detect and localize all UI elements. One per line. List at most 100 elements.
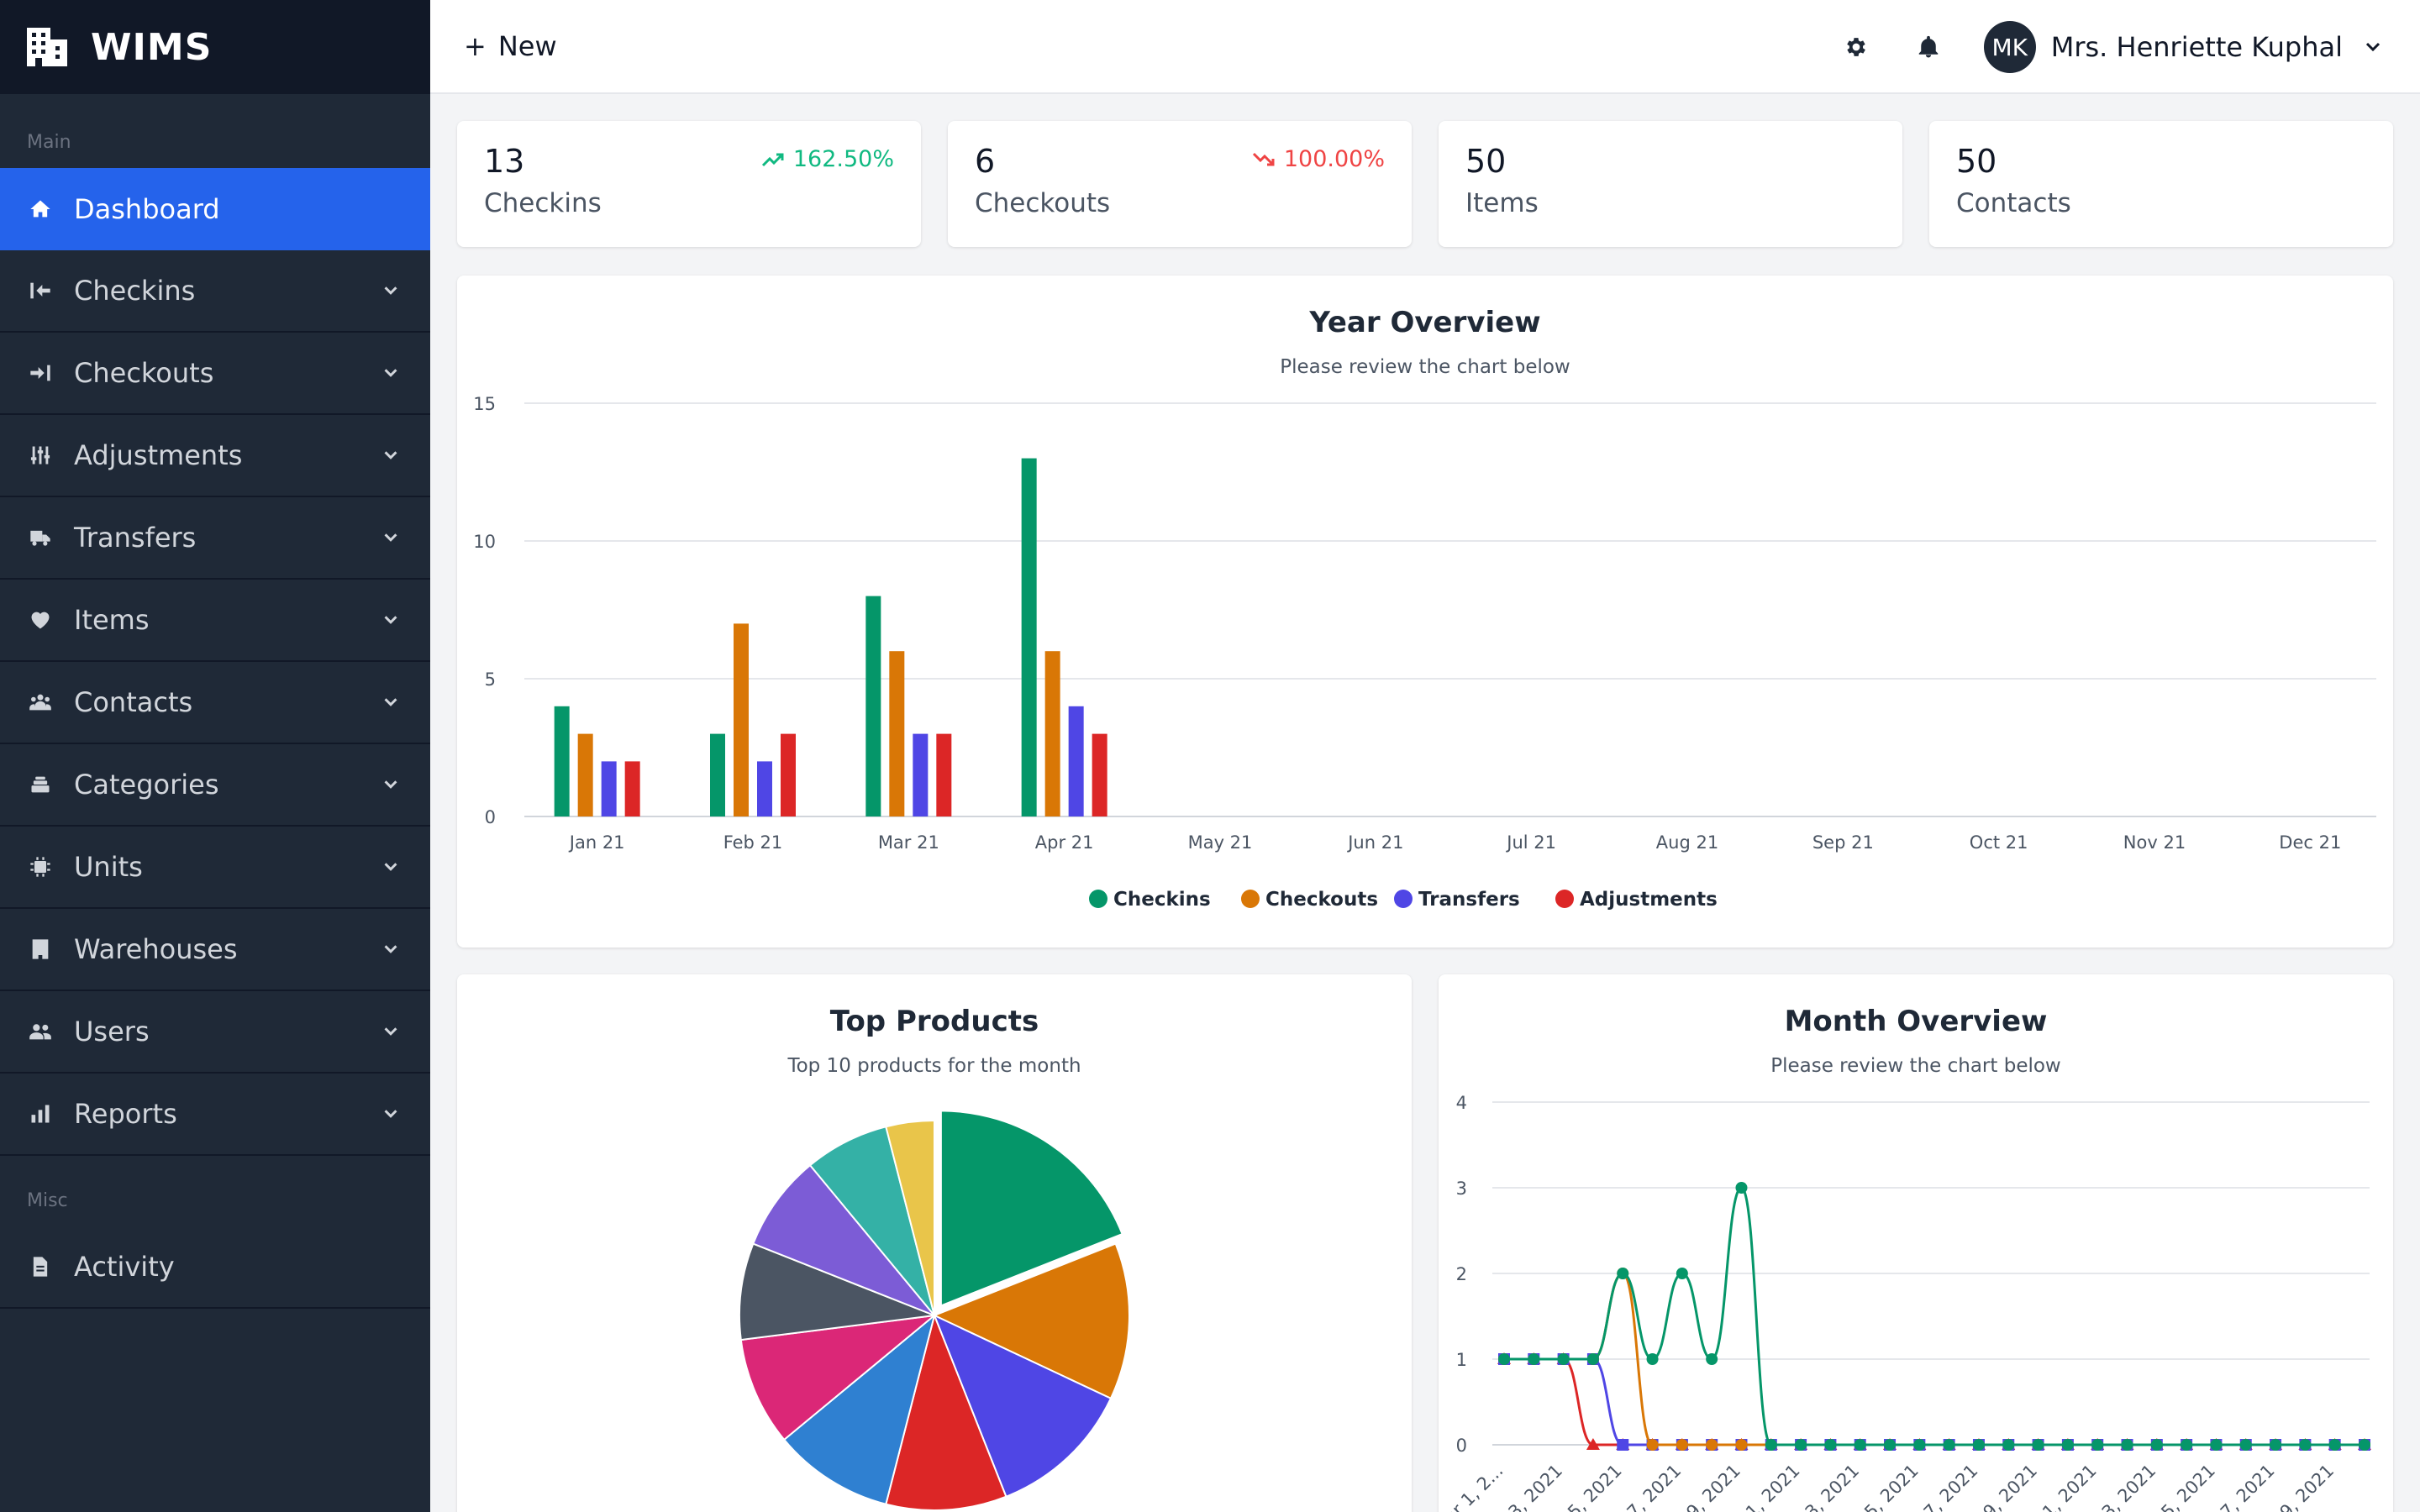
legend-marker	[1394, 890, 1413, 908]
x-tick-label: 3, 2021	[1802, 1461, 1864, 1512]
data-point	[1706, 1439, 1718, 1451]
notifications-button[interactable]	[1912, 30, 1945, 64]
series-line-adjustments	[1503, 1357, 2365, 1446]
bar-transfers	[1068, 706, 1084, 816]
top-products-chart	[739, 1110, 1130, 1511]
sidebar-item-categories[interactable]: Categories	[0, 744, 430, 827]
x-tick-label: Apr 1, 2...	[1439, 1461, 1507, 1512]
x-tick-label: 5, 2021	[2157, 1461, 2219, 1512]
bar-checkins	[710, 733, 725, 816]
data-point	[1943, 1439, 1955, 1451]
chevron-down-icon	[384, 1027, 397, 1036]
data-point	[1498, 1353, 1510, 1365]
legend-marker	[1241, 890, 1260, 908]
sidebar-item-label: Activity	[74, 1251, 175, 1283]
users-icon	[27, 1018, 54, 1045]
stat-label: Checkins	[484, 188, 602, 218]
sidebar-item-checkouts[interactable]: Checkouts	[0, 333, 430, 415]
pie-slice-9	[808, 1126, 935, 1316]
sidebar-item-label: Categories	[74, 769, 219, 801]
sidebar-item-checkins[interactable]: Checkins	[0, 250, 430, 333]
sidebar-item-users[interactable]: Users	[0, 991, 430, 1074]
building-icon	[27, 936, 54, 963]
pie-slice-7	[739, 1242, 935, 1341]
pie-slice-10	[885, 1119, 935, 1316]
nav-misc: Activity	[0, 1226, 430, 1309]
panel-title: Month Overview	[1784, 1005, 2048, 1038]
stat-change-value: 162.50%	[792, 146, 894, 172]
top-right-actions: MK Mrs. Henriette Kuphal	[1839, 0, 2383, 94]
sidebar-item-label: Checkins	[74, 275, 196, 307]
trending-up-icon	[761, 153, 784, 166]
stat-value: 50	[1956, 143, 1997, 180]
chip-icon	[27, 853, 54, 880]
sidebar-item-items[interactable]: Items	[0, 580, 430, 662]
data-point	[2121, 1439, 2133, 1451]
y-tick-label: 5	[485, 669, 496, 690]
data-point	[2181, 1439, 2193, 1451]
sidebar-item-activity[interactable]: Activity	[0, 1226, 430, 1309]
stat-change: 100.00%	[1252, 146, 1385, 172]
sidebar-item-reports[interactable]: Reports	[0, 1074, 430, 1156]
users-group-icon	[27, 689, 54, 716]
sidebar-item-label: Users	[74, 1016, 150, 1047]
chevron-down-icon	[384, 533, 397, 542]
bar-transfers	[757, 761, 772, 816]
new-button[interactable]: + New	[464, 30, 557, 62]
bar-chart-icon	[27, 1100, 54, 1127]
x-tick-label: Apr 21	[1035, 832, 1094, 853]
data-point	[1557, 1353, 1570, 1365]
legend-label: Adjustments	[1580, 889, 1718, 911]
pie-slice-4	[885, 1312, 1007, 1511]
chevron-down-icon	[384, 451, 397, 459]
data-point	[1884, 1439, 1897, 1451]
stat-value: 13	[484, 143, 525, 180]
brand[interactable]: WIMS	[0, 0, 430, 94]
user-name[interactable]: Mrs. Henriette Kuphal	[2050, 31, 2343, 63]
year-overview-chart: 0 5 10 15 Jan 21 Feb 21 Mar 21 Apr 21 May 21 Jun …	[473, 394, 2376, 911]
x-tick-label: Jul 21	[1505, 832, 1556, 853]
sidebar-item-contacts[interactable]: Contacts	[0, 662, 430, 744]
stat-card-items: 50 Items	[1439, 121, 1902, 247]
pie-slice-2	[932, 1242, 1130, 1400]
settings-button[interactable]	[1839, 30, 1873, 64]
y-tick-label: 15	[473, 394, 496, 414]
stat-label: Contacts	[1956, 188, 2071, 218]
x-tick-label: 9, 2021	[1979, 1461, 2041, 1512]
x-tick-label: 1, 2021	[2039, 1461, 2101, 1512]
data-point	[2210, 1439, 2223, 1451]
chevron-down-icon	[384, 945, 397, 953]
bell-icon	[1918, 35, 1938, 58]
chevron-down-icon	[384, 698, 397, 706]
data-point	[1824, 1439, 1837, 1451]
building-logo-icon	[27, 28, 67, 66]
chevron-down-icon[interactable]	[2363, 37, 2383, 57]
data-point	[1765, 1439, 1777, 1451]
stat-card-checkins: 13 Checkins 162.50%	[457, 121, 921, 247]
sidebar-item-dashboard[interactable]: Dashboard	[0, 168, 430, 250]
bar-checkouts	[889, 651, 905, 816]
stat-card-contacts: 50 Contacts	[1929, 121, 2393, 247]
bar-checkins	[1021, 458, 1037, 816]
data-point	[1972, 1439, 1985, 1451]
chevron-down-icon	[384, 1110, 397, 1118]
sidebar-item-warehouses[interactable]: Warehouses	[0, 909, 430, 991]
new-button-label: New	[497, 30, 557, 62]
x-tick-label: 5, 2021	[1564, 1461, 1626, 1512]
pie-slice-8	[751, 1163, 935, 1316]
x-tick-label: 9, 2021	[2276, 1461, 2338, 1512]
sidebar-item-units[interactable]: Units	[0, 827, 430, 909]
panel-subtitle: Please review the chart below	[1280, 356, 1570, 378]
avatar[interactable]: MK	[1983, 21, 2036, 73]
stat-value: 6	[975, 143, 996, 180]
bar-adjustments	[936, 733, 952, 816]
panel-subtitle: Please review the chart below	[1770, 1055, 2061, 1077]
sidebar-item-transfers[interactable]: Transfers	[0, 497, 430, 580]
plus-icon: +	[464, 30, 487, 62]
x-tick-label: Oct 21	[1970, 832, 2028, 853]
y-tick-label: 0	[485, 807, 496, 827]
data-point	[1706, 1353, 1718, 1365]
sidebar-item-adjustments[interactable]: Adjustments	[0, 415, 430, 497]
bar-adjustments	[781, 733, 796, 816]
